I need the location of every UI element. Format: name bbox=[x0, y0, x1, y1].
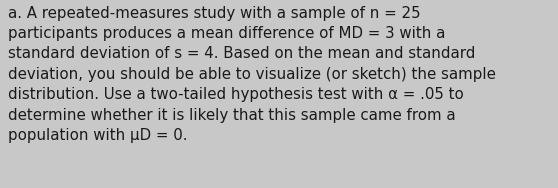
Text: a. A repeated-measures study with a sample of n = 25
participants produces a mea: a. A repeated-measures study with a samp… bbox=[8, 6, 496, 143]
